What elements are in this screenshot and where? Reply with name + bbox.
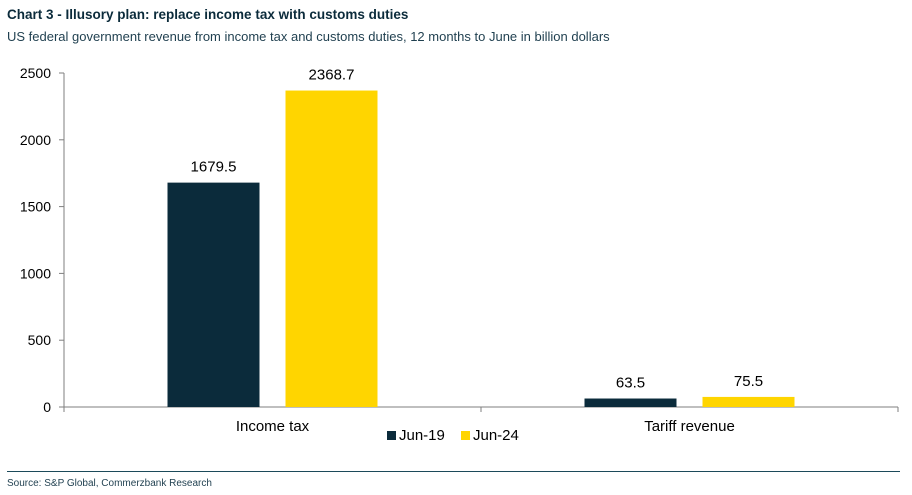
y-tick-label: 0	[43, 399, 51, 415]
x-tick-label: Tariff revenue	[644, 418, 735, 435]
bar-chart: 0 500 1000 1500 2000 2500 Income tax Tariff rev…	[20, 65, 899, 444]
bars: 1679.5 2368.7 63.5 75.5	[167, 67, 795, 407]
bar	[584, 398, 677, 407]
legend-swatch	[387, 431, 396, 440]
source-note: Source: S&P Global, Commerzbank Research	[7, 478, 212, 489]
y-tick-label: 2500	[20, 65, 51, 81]
bar	[167, 182, 260, 407]
y-tick-label: 1500	[20, 199, 51, 215]
legend-swatch	[461, 431, 470, 440]
y-tick-label: 500	[28, 332, 52, 348]
legend-label: Jun-24	[473, 427, 519, 444]
chart-subtitle: US federal government revenue from incom…	[7, 29, 610, 44]
legend: Jun-19 Jun-24	[387, 427, 519, 444]
y-tick-label: 2000	[20, 132, 51, 148]
source-divider	[7, 471, 900, 472]
bar	[285, 90, 378, 407]
data-label: 2368.7	[309, 67, 355, 84]
axes: 0 500 1000 1500 2000 2500 Income tax Tariff rev…	[20, 65, 899, 435]
legend-label: Jun-19	[399, 427, 445, 444]
y-tick-label: 1000	[20, 265, 51, 281]
data-label: 63.5	[616, 375, 645, 392]
data-label: 1679.5	[191, 159, 237, 176]
chart-title: Chart 3 - Illusory plan: replace income …	[7, 7, 409, 22]
bar	[702, 396, 795, 407]
data-label: 75.5	[734, 373, 763, 390]
x-tick-label: Income tax	[236, 418, 310, 435]
